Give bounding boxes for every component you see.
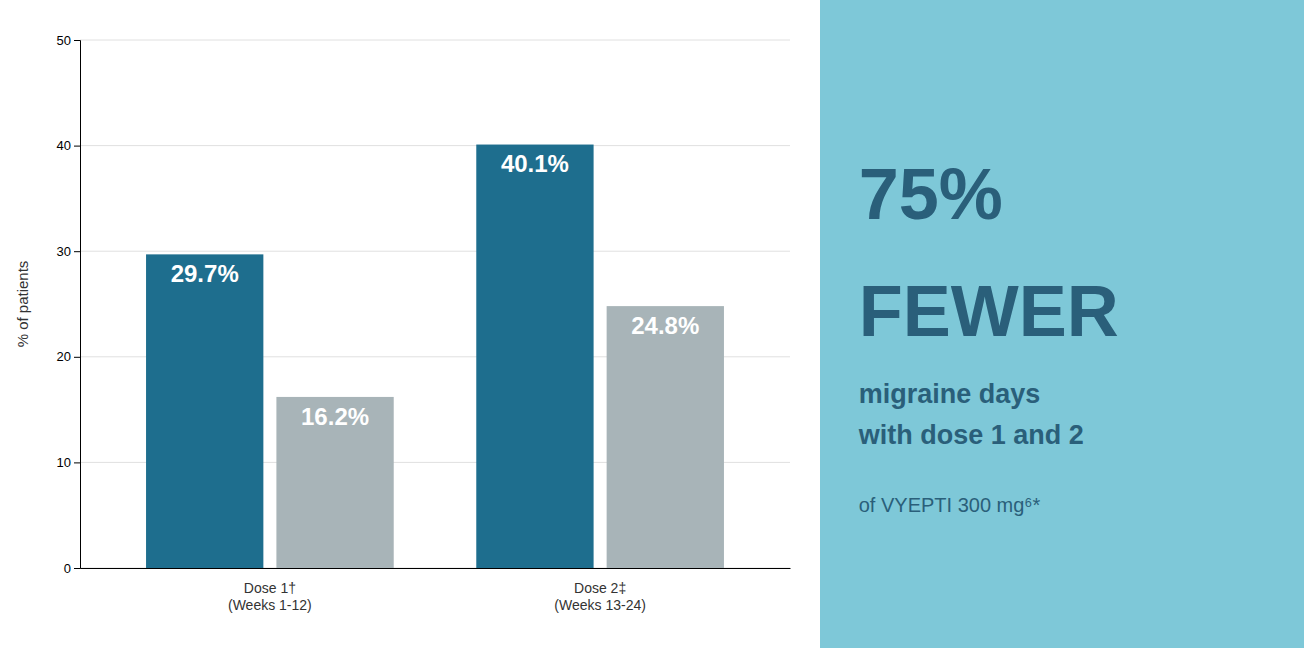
y-tick-label: 30 [57,244,71,259]
grid-line [80,145,790,146]
x-tick: Dose 1†(Weeks 1-12) [228,580,312,614]
x-axis-line [81,568,791,569]
y-tick-mark [74,251,80,252]
y-axis-line [74,41,81,569]
grid-line [80,40,790,41]
x-axis: Dose 1†(Weeks 1-12) Dose 2‡(Weeks 13-24) [81,569,791,614]
plot: 01020304050Dose 1†(Weeks 1-12)Dose 2‡(We… [57,33,791,613]
annotation-line: with dose 1 and 2 [858,420,1084,450]
data-label: 40.1% [501,150,569,177]
y-tick-mark [74,146,80,147]
annotation: migraine days with dose 1 and 2 [858,379,1084,450]
y-tick-label: 50 [57,33,71,48]
y-tick-mark [74,568,80,569]
x-tick: Dose 2‡(Weeks 13-24) [554,580,646,614]
y-tick-mark [74,357,80,358]
y-tick-label: 20 [57,349,71,364]
data-label: 24.8% [631,312,699,339]
bars [146,145,724,568]
x-tick-label-line: Dose 1† [244,580,296,596]
y-tick-label: 10 [57,455,71,470]
y-tick-mark [74,40,80,41]
grid [80,40,790,568]
y-tick: 40 [57,138,80,153]
annotation: 75% [859,154,1003,234]
x-tick-label-line: (Weeks 1-12) [228,597,312,613]
annotation: of VYEPTI 300 mg⁶* [859,494,1041,516]
bar [607,306,724,568]
grid-line [80,251,790,252]
y-tick: 20 [57,349,80,364]
bar [276,397,393,568]
y-tick: 30 [57,244,80,259]
x-tick-label: Dose 2‡(Weeks 13-24) [554,580,646,614]
x-tick-label-line: Dose 2‡ [574,580,626,596]
y-axis-title: % of patients [14,261,31,348]
y-tick-mark [74,462,80,463]
annotation-line: migraine days [859,379,1041,409]
y-tick-label: 0 [64,561,71,576]
x-tick-label-line: (Weeks 13-24) [554,597,646,613]
y-tick: 10 [57,455,80,470]
series [276,306,724,568]
bar [146,254,263,568]
data-labels: 29.7% 40.1% 16.2% 24.8% [171,150,700,429]
callout: 75% FEWER migraine days with dose 1 and 2 of… [820,0,1304,648]
y-tick: 50 [57,33,80,48]
callout-background [820,0,1304,648]
bar [476,145,593,568]
chart: 01020304050Dose 1†(Weeks 1-12)Dose 2‡(We… [0,0,1304,648]
x-tick-label: Dose 1†(Weeks 1-12) [228,580,312,614]
series [146,145,594,568]
y-axis: 0 10 20 30 40 50 [57,33,81,576]
annotation-line: FEWER [859,271,1119,351]
annotation-line: of VYEPTI 300 mg⁶* [859,494,1041,516]
annotation: FEWER [859,271,1119,351]
data-label: 29.7% [171,260,239,287]
y-tick-label: 40 [57,138,71,153]
annotation-line: 75% [859,154,1003,234]
data-label: 16.2% [301,403,369,430]
y-tick: 0 [64,561,80,576]
